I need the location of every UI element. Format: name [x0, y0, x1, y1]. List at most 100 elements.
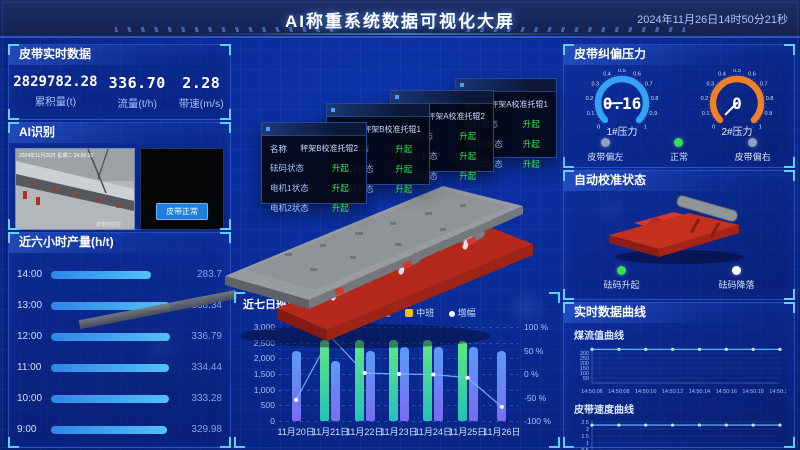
status-label: 砝码升起 [603, 280, 640, 290]
circle [644, 347, 648, 351]
s-bar [320, 339, 330, 421]
panel-header-bar [391, 91, 493, 104]
panel-title: 皮带实时数据 [9, 45, 230, 65]
row-label: 电机1状态 [270, 183, 309, 193]
text: 0.4 [718, 72, 726, 78]
panel-ai-recognition: AI识别 2024年11月26日 星期二 14:50:10 皮带秤监控 [8, 122, 231, 230]
s-y2tick: 100 % [524, 322, 549, 332]
circle [697, 423, 702, 427]
circle [617, 423, 621, 427]
line [724, 102, 738, 116]
text: 0 [597, 124, 600, 130]
curve-title-coal: 煤流值曲线 [574, 331, 624, 342]
header-bar: AI称重系统数据可视化大屏 2024年11月26日14时50分21秒 [0, 0, 800, 38]
row-value: 升起 [522, 139, 540, 149]
s-xtick: 11月25日 [448, 427, 487, 437]
header-decoration-left [115, 27, 335, 32]
circle [670, 423, 675, 427]
s-ytick: 3,000 [253, 322, 275, 332]
h-val: 334.44 [191, 362, 222, 373]
hourly-bar-chart: 14:00 283.7 13:00 338.34 12:00 336.79 11:00 334… [9, 253, 230, 445]
status-belt-right: 皮带偏右 [735, 138, 771, 163]
circle [592, 74, 651, 132]
belt-stats-row: 2829782.28 累积量(t) 336.70 流量(t/h) 2.28 带速… [9, 65, 230, 111]
h-val: 333.28 [191, 393, 222, 404]
text: 14:50:20 [769, 389, 786, 395]
row-value: 升起 [459, 131, 477, 141]
panel-title: 实时数据曲线 [564, 303, 794, 323]
text: 1 [586, 441, 589, 447]
status-label: 皮带偏左 [587, 152, 624, 162]
text: 0.6 [748, 72, 756, 78]
h-time: 11:00 [17, 362, 42, 373]
s-ytick: 500 [260, 400, 275, 411]
circle [697, 347, 702, 351]
calibration-status-row: 砝码升起 砝码降落 [564, 266, 794, 291]
text: 14:50:18 [742, 389, 763, 395]
text: 0.6 [633, 72, 641, 78]
h-time: 10:00 [17, 393, 43, 404]
stat-value: 2829782.28 [13, 74, 98, 90]
s-bar [457, 341, 467, 421]
status-dot [600, 138, 610, 147]
status-dot [674, 138, 684, 147]
s-bar [354, 339, 364, 421]
text: 14:50:08 [608, 389, 629, 395]
text: 0.16 [602, 94, 641, 113]
panel-title: 皮带纠偏压力 [564, 45, 794, 65]
circle [751, 347, 755, 351]
status-weight-up: 砝码升起 [603, 266, 640, 291]
h-track [51, 270, 178, 279]
video-row: 2024年11月26日 星期二 14:50:10 皮带秤监控 皮带正常 [9, 143, 230, 230]
text: 0.9 [764, 111, 772, 117]
panel-belt-pressure: 皮带纠偏压力 0 0.1 0.2 0.3 0.4 0.5 0.6 0.7 0.8 0.9 1 0.16… [563, 44, 795, 168]
text: 0.5 [733, 69, 741, 74]
text: 0 [732, 94, 742, 113]
camera-feed-belt[interactable]: 2024年11月26日 星期二 14:50:10 皮带秤监控 [15, 148, 135, 230]
s-grid [279, 405, 519, 407]
text: 50 [583, 376, 589, 382]
header-underline [192, 33, 608, 35]
text: 1 [643, 124, 646, 130]
camera-timestamp: 2024年11月26日 星期二 14:50:10 [19, 152, 93, 159]
panel-title: 近六小时产量(h/t) [9, 233, 230, 253]
panel-title: 自动校准状态 [564, 171, 794, 191]
panel-hourly-output: 近六小时产量(h/t) 14:00 283.7 13:00 338.34 12:00 33… [8, 232, 231, 448]
h-bar [51, 301, 171, 310]
panel-shift-output: 近七日班产量(t) 夜班 早班 中班 增幅 3,000 2,500 2,000 1,5… [234, 292, 560, 448]
status-normal: 正常 [670, 138, 688, 163]
s-y2tick: 0 % [524, 369, 539, 379]
row-value: 升起 [395, 184, 413, 194]
h-val: 336.79 [191, 331, 222, 342]
s-xtick: 11月26日 [483, 427, 521, 437]
circle [724, 423, 728, 427]
scale-title: 秤架B校准托辊2 [300, 144, 358, 153]
text: 14:50:12 [662, 389, 683, 395]
s-ytick: 2,000 [253, 353, 275, 364]
status-label: 皮带偏右 [734, 152, 771, 162]
camera-feed-ai[interactable]: 皮带正常 [140, 148, 224, 230]
text: 0.9 [649, 111, 657, 117]
text: 0.3 [706, 82, 714, 88]
page-title: AI称重系统数据可视化大屏 [285, 12, 515, 31]
s-xtick: 11月20日 [277, 427, 315, 437]
s-y2tick: 50 % [524, 345, 544, 356]
path [594, 75, 649, 124]
h-time: 13:00 [17, 300, 43, 311]
row-value: 升起 [459, 151, 477, 161]
text: 0.3 [591, 82, 599, 88]
scale-title: 秤架A校准托辊2 [427, 112, 485, 121]
path [709, 75, 764, 124]
belt-status-button[interactable]: 皮带正常 [156, 203, 208, 220]
text: 0.1 [586, 111, 594, 117]
status-weight-down: 砝码降落 [718, 266, 755, 291]
h-bar [51, 425, 168, 434]
s-bar [400, 347, 409, 421]
circle [590, 423, 594, 427]
circle [707, 74, 766, 132]
panel-title: AI识别 [9, 123, 230, 143]
s-ytick: 0 [270, 416, 275, 426]
s-grid [279, 342, 519, 344]
row-value: 升起 [331, 183, 349, 193]
scale-title: 秤架A校准托辊1 [490, 100, 548, 109]
